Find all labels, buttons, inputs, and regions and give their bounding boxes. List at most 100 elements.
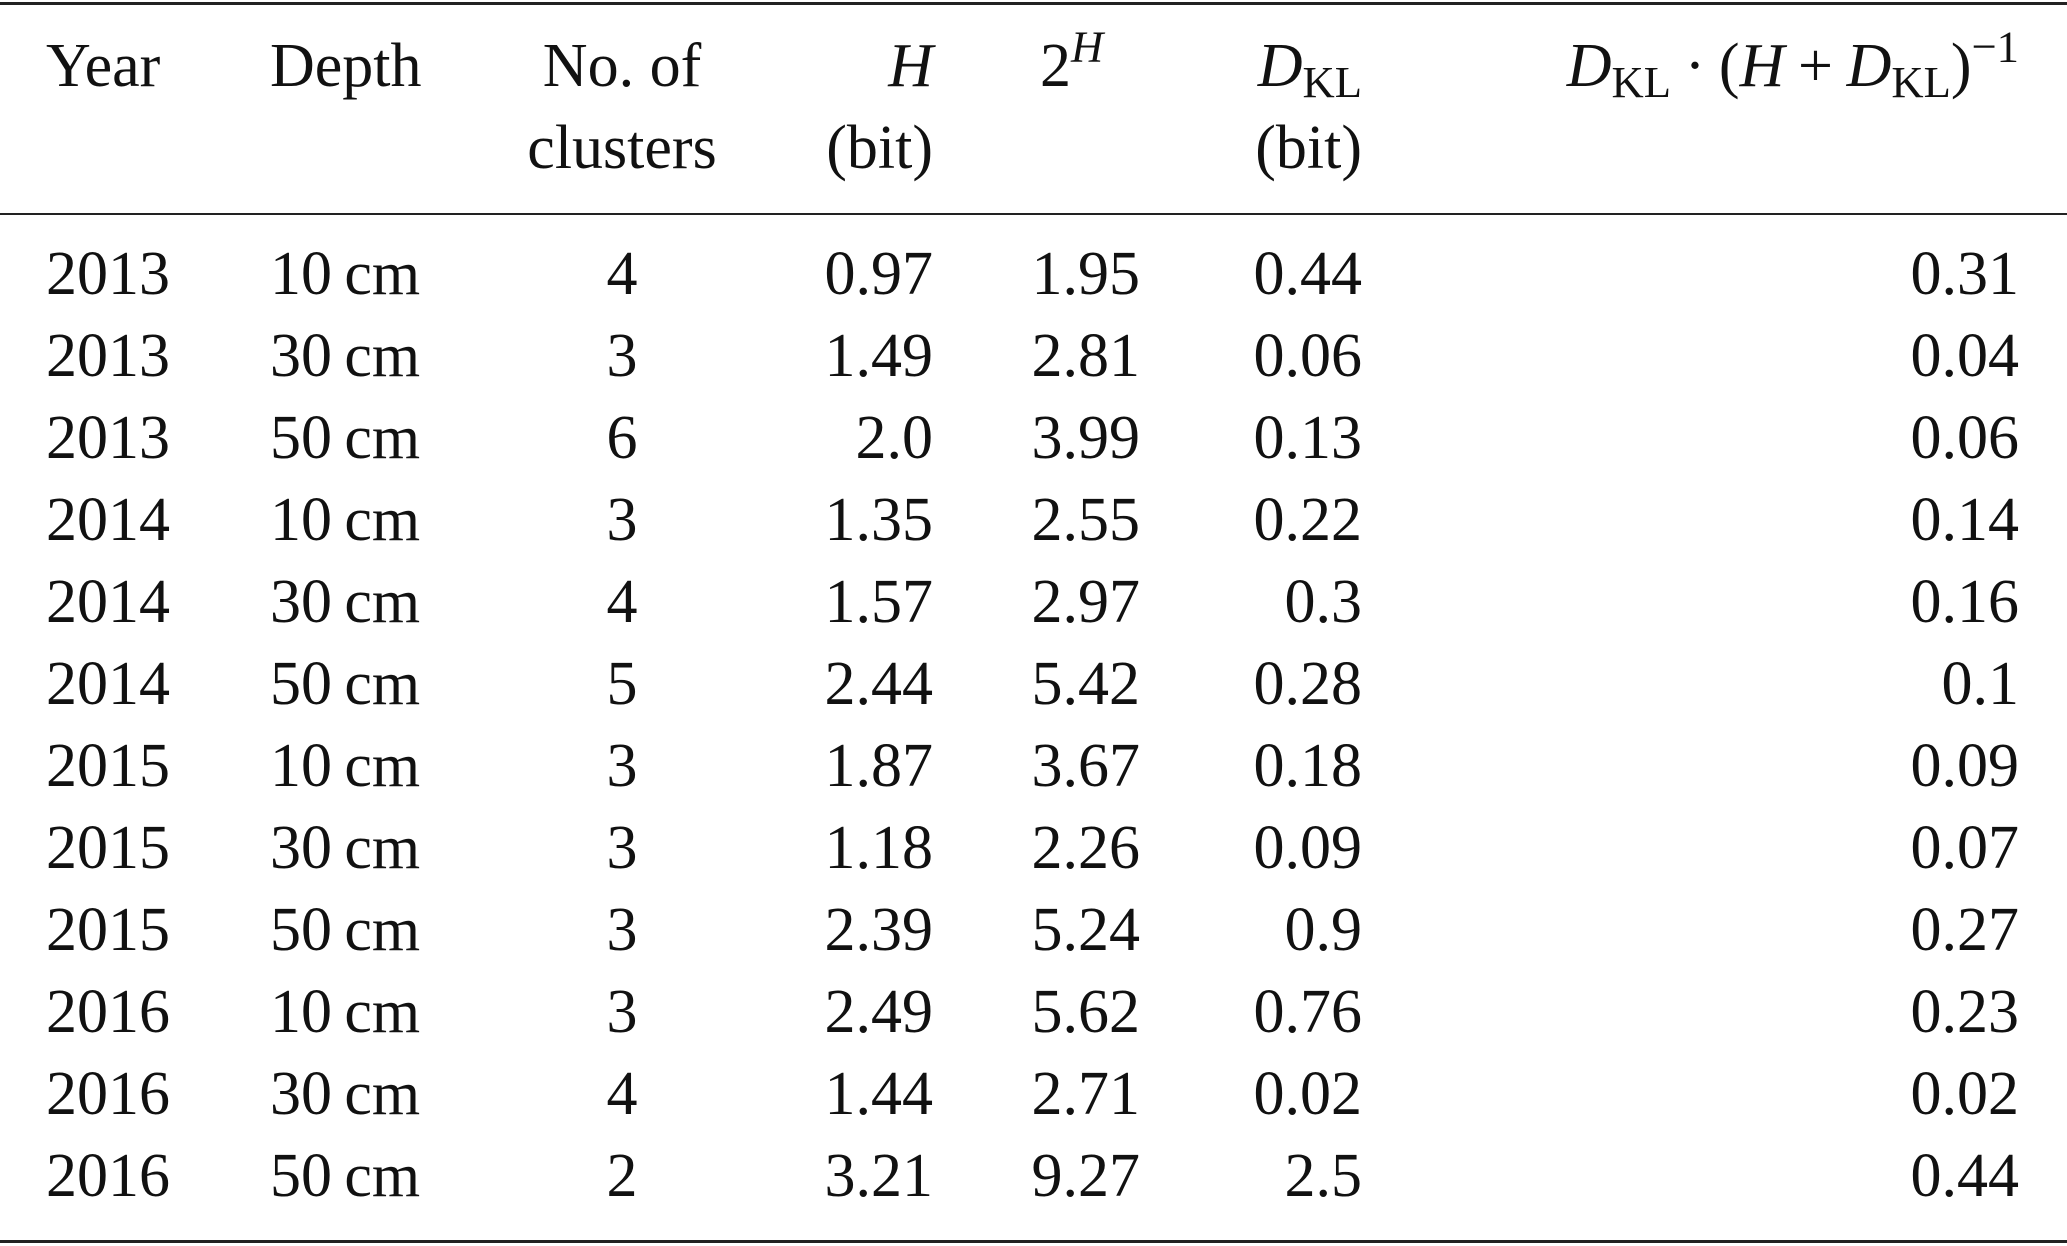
ratio-cell: 0.09 (1910, 732, 2020, 800)
perplexity-cell: 2.55 (1031, 486, 1141, 554)
symbol: D (1257, 32, 1303, 100)
divergence-cell: 0.3 (1284, 568, 1363, 636)
header-perplexity: 2H (1040, 24, 1103, 100)
perplexity-cell: 3.67 (1031, 732, 1141, 800)
depth-cell: 10 cm (270, 240, 421, 308)
depth-cell: 10 cm (270, 978, 421, 1046)
entropy-cell: 1.49 (824, 322, 934, 390)
symbol: D (1566, 32, 1612, 100)
clusters-cell: 4 (606, 568, 638, 636)
entropy-cell: 1.44 (824, 1060, 934, 1128)
perplexity-cell: 2.26 (1031, 814, 1141, 882)
year-cell: 2014 (46, 568, 170, 636)
year-cell: 2015 (46, 814, 170, 882)
exponent: −1 (1971, 21, 2019, 72)
divergence-cell: 2.5 (1284, 1142, 1363, 1210)
ratio-cell: 0.16 (1910, 568, 2020, 636)
entropy-cell: 1.35 (824, 486, 934, 554)
ratio-cell: 0.02 (1910, 1060, 2020, 1128)
divergence-cell: 0.02 (1253, 1060, 1363, 1128)
divergence-cell: 0.9 (1284, 896, 1363, 964)
year-cell: 2015 (46, 732, 170, 800)
entropy-cell: 1.87 (824, 732, 934, 800)
entropy-cell: 2.0 (855, 404, 934, 472)
entropy-cell: 2.39 (824, 896, 934, 964)
clusters-cell: 4 (606, 240, 638, 308)
year-cell: 2016 (46, 978, 170, 1046)
year-cell: 2013 (46, 404, 170, 472)
divergence-cell: 0.28 (1253, 650, 1363, 718)
depth-cell: 10 cm (270, 732, 421, 800)
perplexity-cell: 5.24 (1031, 896, 1141, 964)
header-clusters: clusters (527, 114, 717, 182)
ratio-cell: 0.07 (1910, 814, 2020, 882)
perplexity-cell: 1.95 (1031, 240, 1141, 308)
perplexity-cell: 2.71 (1031, 1060, 1141, 1128)
ratio-cell: 0.23 (1910, 978, 2020, 1046)
header-divergence-unit: (bit) (1255, 114, 1362, 182)
operator: · (1684, 32, 1706, 100)
header-depth: Depth (270, 32, 422, 100)
ratio-cell: 0.14 (1910, 486, 2020, 554)
perplexity-cell: 2.97 (1031, 568, 1141, 636)
clusters-cell: 4 (606, 1060, 638, 1128)
perplexity-cell: 3.99 (1031, 404, 1141, 472)
ratio-cell: 0.04 (1910, 322, 2020, 390)
divergence-cell: 0.09 (1253, 814, 1363, 882)
symbol: D (1846, 32, 1892, 100)
perplexity-cell: 9.27 (1031, 1142, 1141, 1210)
depth-cell: 30 cm (270, 814, 421, 882)
year-cell: 2014 (46, 650, 170, 718)
depth-cell: 30 cm (270, 568, 421, 636)
clusters-cell: 6 (606, 404, 638, 472)
entropy-cell: 3.21 (824, 1142, 934, 1210)
base: 2 (1040, 32, 1071, 100)
entropy-cell: 2.49 (824, 978, 934, 1046)
entropy-cell: 1.18 (824, 814, 934, 882)
subscript: KL (1611, 57, 1672, 108)
top-rule (0, 2, 2067, 5)
exponent: H (1071, 21, 1104, 72)
divergence-cell: 0.06 (1253, 322, 1363, 390)
operator: + (1797, 32, 1833, 100)
divergence-cell: 0.13 (1253, 404, 1363, 472)
depth-cell: 10 cm (270, 486, 421, 554)
entropy-cell: 2.44 (824, 650, 934, 718)
clusters-cell: 3 (606, 322, 638, 390)
year-cell: 2016 (46, 1142, 170, 1210)
clusters-cell: 3 (606, 732, 638, 800)
ratio-cell: 0.27 (1910, 896, 2020, 964)
perplexity-cell: 5.62 (1031, 978, 1141, 1046)
entropy-cell: 0.97 (824, 240, 934, 308)
year-cell: 2016 (46, 1060, 170, 1128)
year-cell: 2014 (46, 486, 170, 554)
ratio-cell: 0.31 (1910, 240, 2020, 308)
depth-cell: 50 cm (270, 896, 421, 964)
clusters-cell: 3 (606, 486, 638, 554)
year-cell: 2015 (46, 896, 170, 964)
year-cell: 2013 (46, 322, 170, 390)
depth-cell: 50 cm (270, 1142, 421, 1210)
header-clusters: No. of (542, 32, 702, 100)
divergence-cell: 0.76 (1253, 978, 1363, 1046)
perplexity-cell: 2.81 (1031, 322, 1141, 390)
header-divergence: DKL (1257, 32, 1362, 104)
symbol: H (888, 32, 933, 100)
divergence-cell: 0.44 (1253, 240, 1363, 308)
header-entropy: H (888, 35, 933, 97)
ratio-cell: 0.1 (1941, 650, 2020, 718)
entropy-cell: 1.57 (824, 568, 934, 636)
header-year: Year (46, 32, 161, 100)
header-entropy-unit: (bit) (826, 114, 933, 182)
divergence-cell: 0.18 (1253, 732, 1363, 800)
symbol: H (1739, 32, 1785, 100)
header-rule (0, 213, 2067, 215)
clusters-cell: 3 (606, 896, 638, 964)
subscript: KL (1302, 57, 1363, 108)
perplexity-cell: 5.42 (1031, 650, 1141, 718)
divergence-cell: 0.22 (1253, 486, 1363, 554)
paren: ( (1718, 32, 1740, 100)
ratio-cell: 0.44 (1910, 1142, 2020, 1210)
depth-cell: 50 cm (270, 404, 421, 472)
